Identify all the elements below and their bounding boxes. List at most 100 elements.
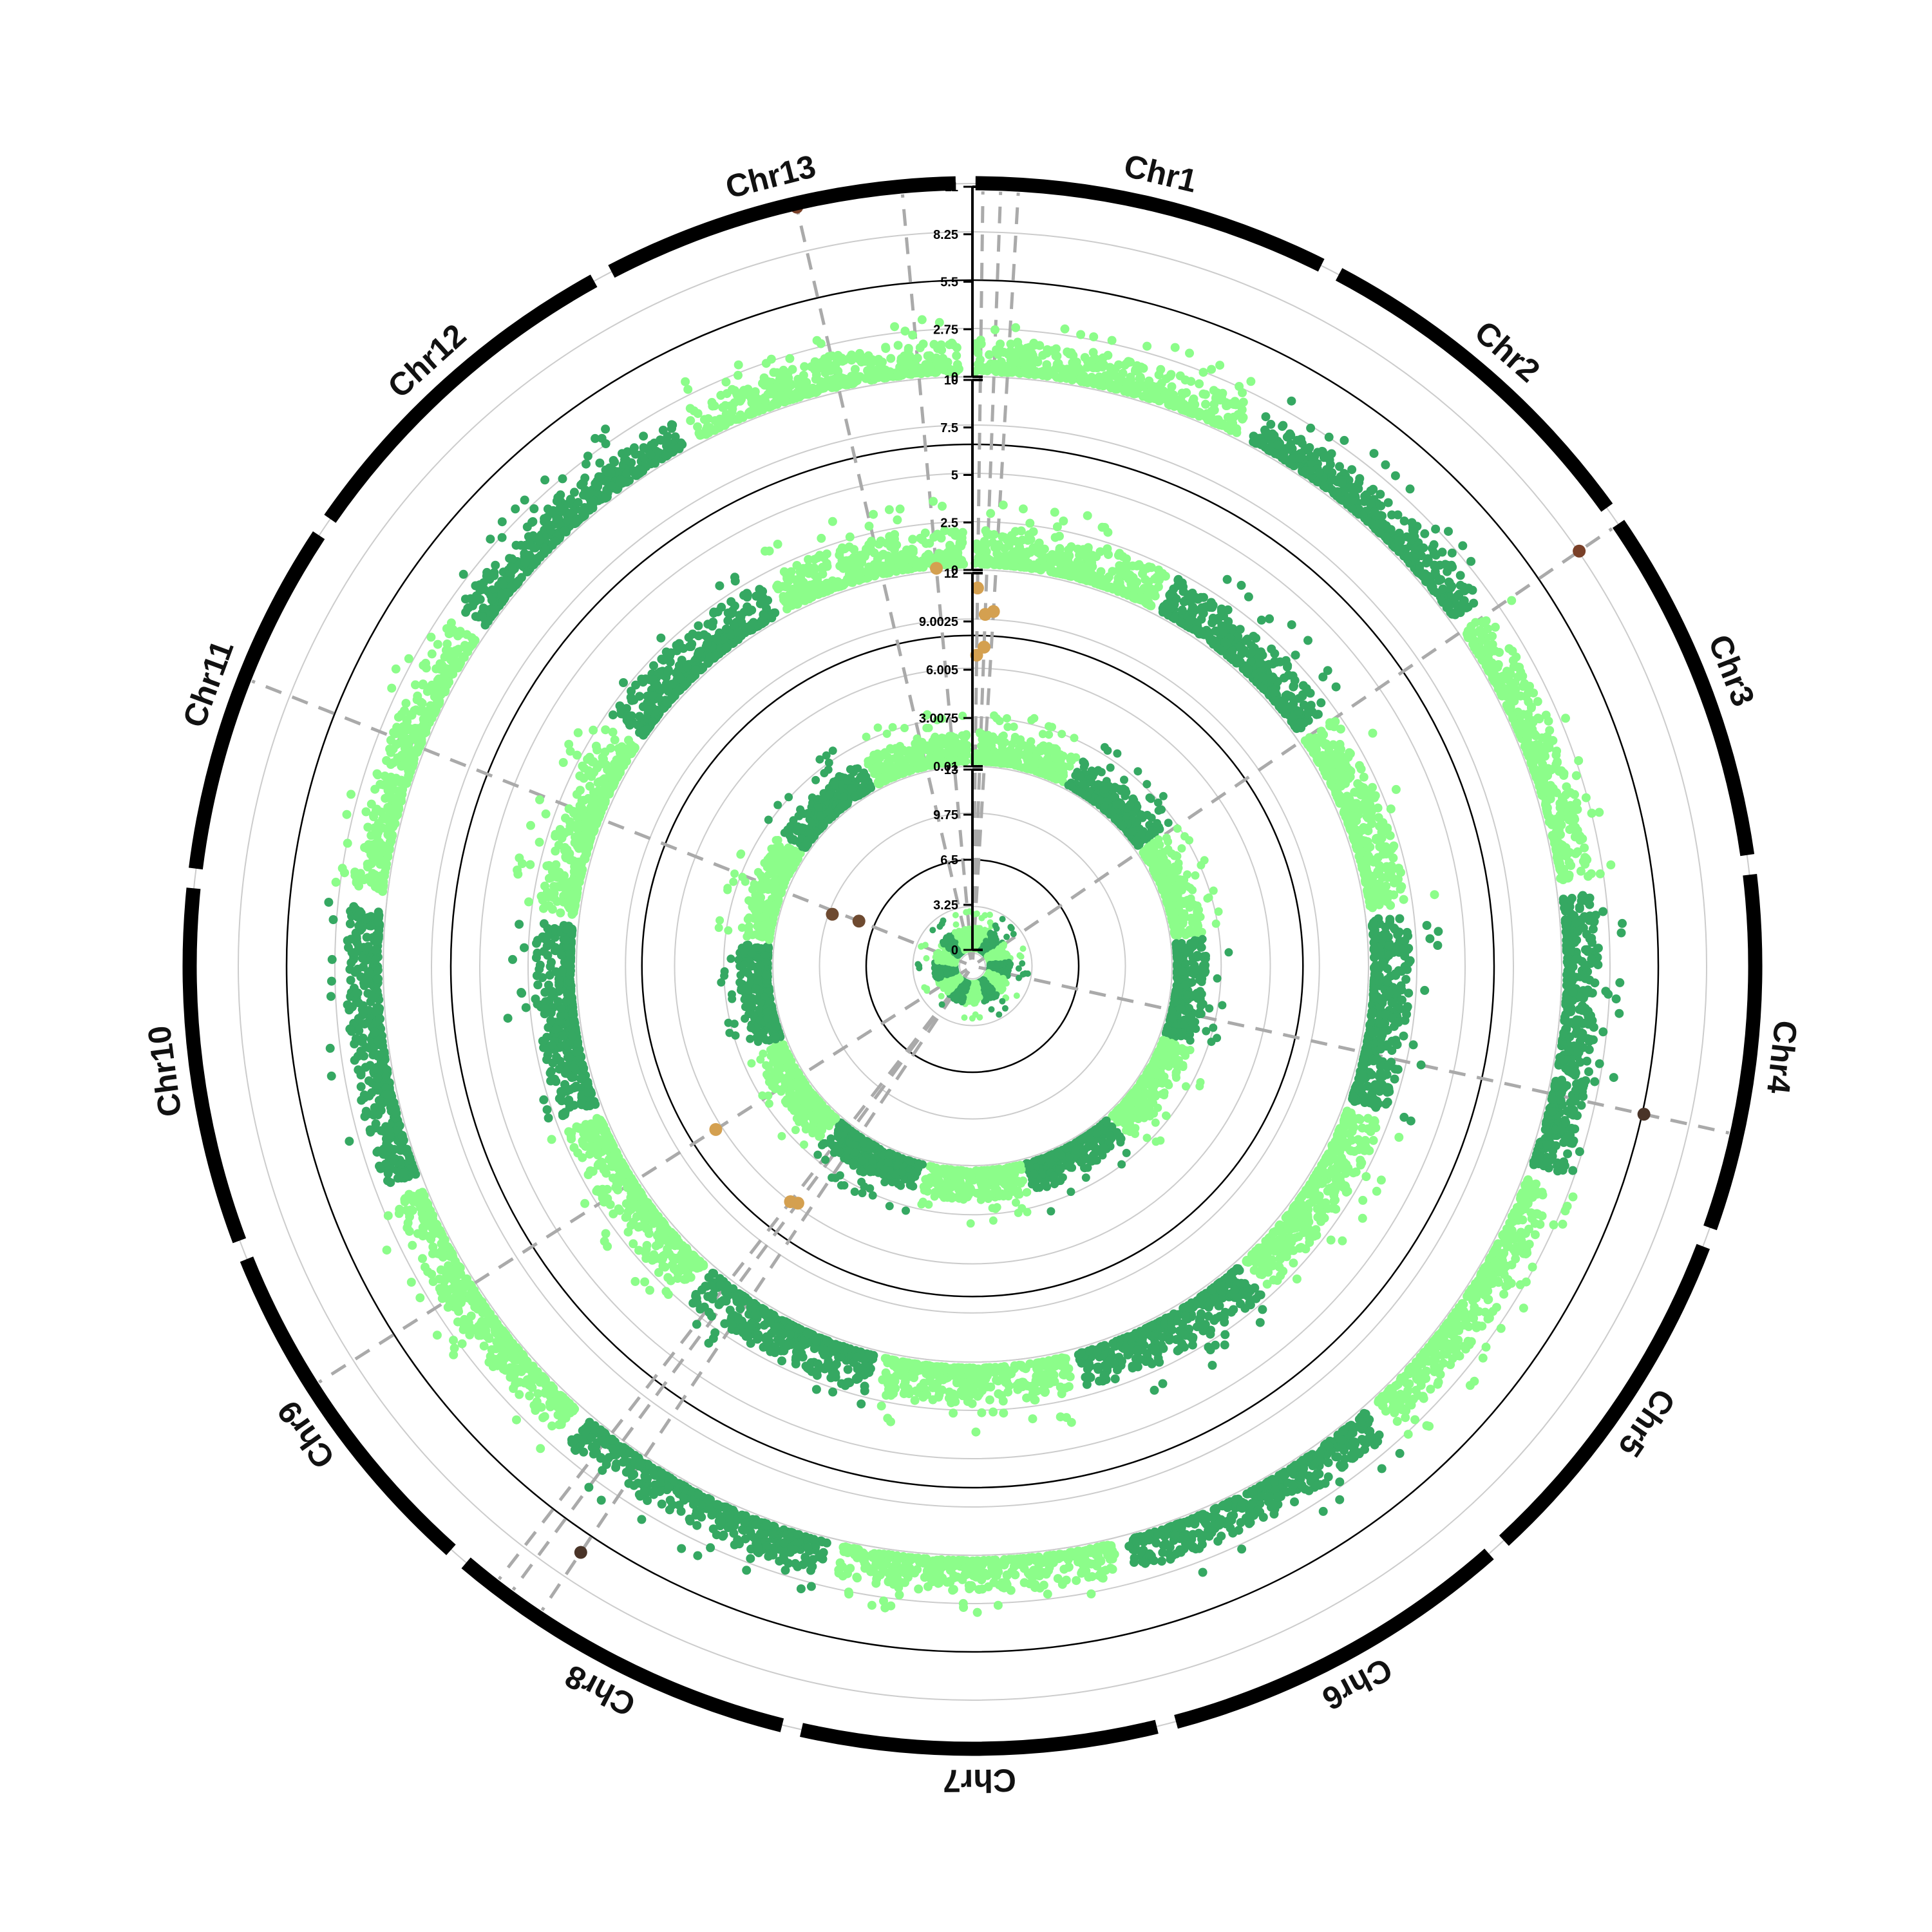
data-point <box>345 919 355 929</box>
data-point <box>1043 1589 1052 1599</box>
data-point <box>1571 771 1581 781</box>
data-point <box>1606 860 1616 869</box>
data-point <box>1366 486 1376 496</box>
data-point <box>1585 916 1594 925</box>
data-point <box>1028 351 1037 360</box>
data-point <box>860 1558 869 1568</box>
data-point <box>584 1482 594 1492</box>
data-point <box>1415 561 1425 571</box>
data-point <box>1103 1540 1113 1550</box>
data-point <box>692 1520 702 1530</box>
data-point <box>406 1278 416 1287</box>
data-point <box>972 345 981 355</box>
data-point <box>1142 341 1152 351</box>
data-point <box>1080 353 1090 363</box>
data-point <box>521 1363 531 1373</box>
data-point <box>871 1578 881 1588</box>
data-point <box>592 1448 601 1457</box>
data-point <box>1347 1428 1357 1438</box>
data-point <box>1437 1342 1446 1352</box>
data-point <box>1255 1508 1265 1517</box>
data-point <box>366 799 376 809</box>
data-point <box>1209 1505 1219 1515</box>
data-point <box>1567 976 1577 986</box>
data-point <box>1079 1548 1088 1557</box>
data-point <box>1332 487 1342 497</box>
data-point <box>1177 397 1186 407</box>
data-point <box>1370 507 1379 516</box>
data-point <box>742 1566 752 1575</box>
data-point <box>1213 1537 1223 1546</box>
data-point <box>1435 1370 1445 1379</box>
data-point <box>1561 1016 1571 1026</box>
data-point <box>343 936 352 945</box>
data-point <box>1280 454 1289 464</box>
data-point <box>1144 1535 1154 1545</box>
data-point <box>359 978 368 988</box>
data-point <box>1467 1284 1476 1294</box>
data-point <box>382 1245 392 1255</box>
data-point <box>1616 928 1626 938</box>
data-point <box>1563 940 1572 949</box>
data-point <box>735 1539 744 1549</box>
data-point <box>608 1435 618 1445</box>
data-point <box>1469 1314 1479 1323</box>
data-point <box>1360 1444 1369 1454</box>
data-point <box>972 1607 982 1617</box>
data-point <box>1382 1388 1392 1398</box>
data-point <box>415 1293 425 1303</box>
data-point <box>1545 726 1555 735</box>
data-point <box>437 1230 446 1240</box>
data-point <box>893 1573 902 1582</box>
data-point <box>639 1486 649 1496</box>
data-point <box>725 1514 735 1524</box>
data-point <box>1521 692 1531 701</box>
data-point <box>1449 609 1459 619</box>
data-point <box>1469 598 1479 608</box>
data-point <box>1457 603 1466 612</box>
data-point <box>462 630 471 639</box>
data-point <box>360 843 370 852</box>
data-point <box>1262 428 1271 437</box>
data-point <box>1590 1077 1600 1086</box>
data-point <box>1335 1495 1345 1504</box>
data-point <box>1444 527 1453 536</box>
data-point <box>1200 390 1210 399</box>
data-point <box>389 728 399 737</box>
data-point <box>793 1562 802 1571</box>
data-point <box>381 779 391 789</box>
data-point <box>1483 1286 1493 1296</box>
data-point <box>1542 804 1551 813</box>
data-point <box>1548 1107 1557 1117</box>
data-point <box>1420 529 1430 538</box>
data-point <box>400 1195 410 1204</box>
data-point <box>1552 853 1562 862</box>
data-point <box>1563 994 1573 1004</box>
points-track1-chr3 <box>1463 596 1616 884</box>
data-point <box>443 1302 453 1312</box>
data-point <box>383 1211 393 1220</box>
data-point <box>1553 822 1562 831</box>
data-point <box>1574 756 1584 766</box>
data-point <box>550 1388 560 1398</box>
data-point <box>665 1495 675 1505</box>
data-point <box>997 366 1007 375</box>
data-point <box>1312 1468 1322 1478</box>
data-point <box>554 1401 564 1410</box>
data-point <box>932 1569 942 1578</box>
data-point <box>1316 1457 1325 1466</box>
data-point <box>326 992 336 1001</box>
points-track1-chr2 <box>1249 396 1479 620</box>
data-point <box>1551 760 1561 769</box>
data-point <box>1578 1092 1588 1101</box>
data-point <box>1405 484 1415 494</box>
data-point <box>386 837 396 846</box>
data-point <box>1339 1461 1349 1470</box>
data-point <box>1322 465 1331 475</box>
data-point <box>1430 1335 1440 1345</box>
data-point <box>1378 1401 1388 1411</box>
data-point <box>345 1024 355 1034</box>
data-point <box>1247 1499 1257 1508</box>
data-point <box>1158 1548 1168 1557</box>
data-point <box>1476 649 1486 659</box>
